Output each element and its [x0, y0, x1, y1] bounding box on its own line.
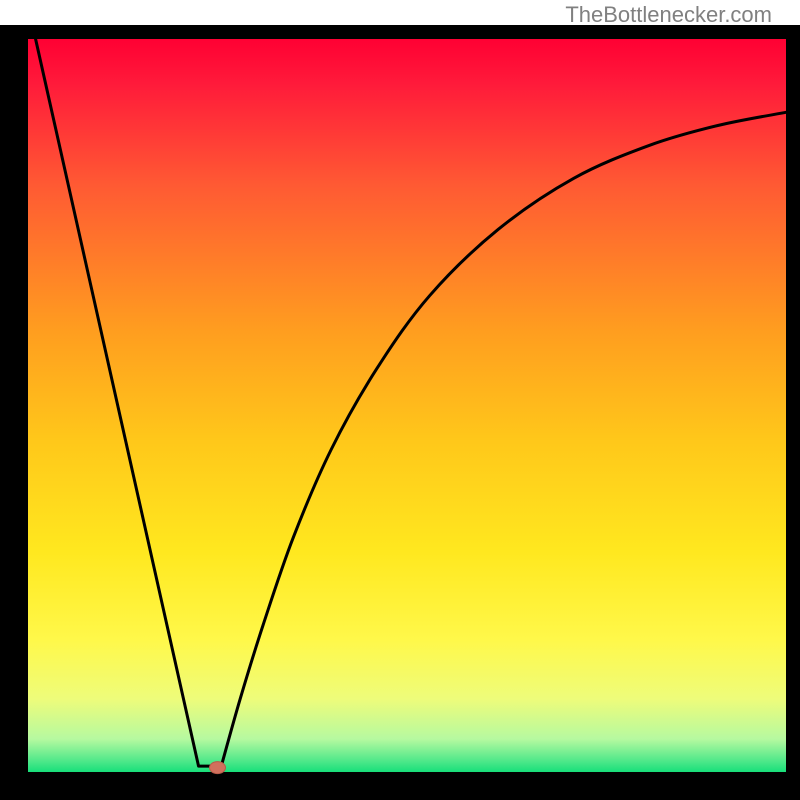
- chart-container: TheBottlenecker.com: [0, 0, 800, 800]
- gradient-plot-area: [28, 39, 786, 772]
- optimal-point-marker: [210, 762, 226, 774]
- chart-svg: [0, 0, 800, 800]
